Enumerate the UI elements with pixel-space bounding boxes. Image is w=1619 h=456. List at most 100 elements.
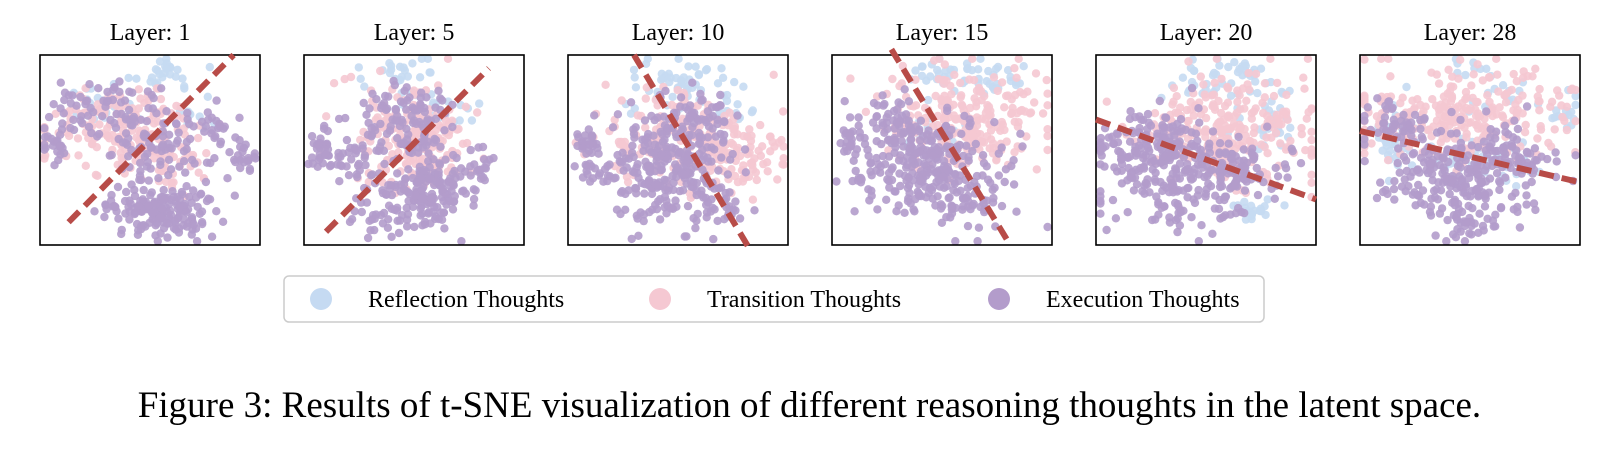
execution-point <box>1171 198 1180 208</box>
transition-point <box>1214 96 1223 106</box>
legend-label-execution: Execution Thoughts <box>1046 287 1240 313</box>
transition-point <box>745 125 754 134</box>
execution-point <box>419 136 428 145</box>
execution-point <box>853 176 863 185</box>
execution-point <box>1460 237 1470 245</box>
execution-point <box>231 133 240 142</box>
execution-point <box>1112 129 1122 138</box>
execution-point <box>1211 191 1220 200</box>
transition-point <box>1231 122 1240 131</box>
execution-point <box>1426 159 1435 168</box>
execution-point <box>1173 141 1182 151</box>
reflection-point <box>124 73 133 83</box>
execution-point <box>942 182 951 191</box>
execution-point <box>927 186 937 195</box>
execution-point <box>212 96 221 105</box>
execution-point <box>867 191 876 200</box>
transition-point <box>136 94 145 103</box>
execution-point <box>720 130 729 140</box>
execution-point <box>147 208 157 217</box>
execution-point <box>603 176 612 186</box>
execution-point <box>1126 107 1135 116</box>
execution-point <box>725 188 734 197</box>
transition-point <box>754 146 763 155</box>
execution-point <box>1496 204 1506 213</box>
execution-point <box>1096 147 1105 156</box>
reflection-point <box>1461 70 1470 80</box>
execution-point <box>405 189 414 198</box>
transition-point <box>1217 126 1227 135</box>
execution-point <box>435 159 444 168</box>
execution-point <box>683 151 692 161</box>
execution-point <box>955 140 965 150</box>
execution-point <box>110 83 119 92</box>
execution-point <box>77 112 86 121</box>
reflection-point <box>629 65 639 75</box>
transition-point <box>969 75 979 85</box>
execution-point <box>146 190 155 200</box>
transition-point <box>766 147 775 156</box>
transition-point <box>1462 133 1471 142</box>
execution-point <box>899 129 908 138</box>
execution-point <box>1457 176 1467 185</box>
transition-point <box>949 111 959 120</box>
execution-point <box>1482 107 1491 116</box>
reflection-point <box>1260 202 1269 211</box>
execution-point <box>372 146 381 155</box>
transition-point <box>1169 83 1179 93</box>
execution-point <box>628 167 637 176</box>
transition-point <box>1445 87 1455 96</box>
transition-point <box>618 140 627 149</box>
transition-point <box>1423 126 1433 135</box>
execution-point <box>157 84 166 93</box>
transition-point <box>1467 81 1476 90</box>
transition-point <box>1297 130 1307 139</box>
execution-point <box>1186 142 1195 151</box>
decision-boundary-line <box>66 52 236 225</box>
transition-point <box>1260 93 1270 102</box>
reflection-point <box>1385 146 1395 155</box>
reflection-point <box>1003 66 1013 75</box>
execution-point <box>438 96 447 105</box>
execution-point <box>588 174 598 183</box>
execution-point <box>1446 182 1455 191</box>
execution-point <box>153 237 162 245</box>
execution-point <box>936 204 946 213</box>
execution-point <box>1551 148 1560 157</box>
execution-point <box>1158 123 1168 133</box>
execution-point <box>669 185 678 195</box>
transition-point <box>1262 170 1272 179</box>
execution-point <box>682 232 691 241</box>
execution-point <box>124 152 133 161</box>
execution-point <box>1434 178 1443 187</box>
transition-point <box>1247 114 1257 123</box>
execution-point <box>703 153 712 162</box>
transition-point <box>346 72 356 82</box>
execution-point <box>321 150 330 159</box>
execution-point <box>111 202 120 212</box>
execution-point <box>436 208 445 217</box>
transition-point <box>888 74 897 84</box>
transition-point <box>1169 97 1178 106</box>
transition-point <box>1480 121 1489 131</box>
execution-point <box>1450 195 1460 205</box>
execution-point <box>1018 142 1027 151</box>
transition-point <box>747 131 756 140</box>
execution-point <box>1510 116 1519 125</box>
transition-point <box>1447 93 1457 103</box>
execution-point <box>1429 186 1439 195</box>
execution-point <box>613 110 623 119</box>
transition-point <box>1535 84 1544 94</box>
execution-point <box>419 165 429 175</box>
transition-point <box>1523 71 1532 81</box>
tsne-panel-1: Layer: 1 <box>39 20 261 246</box>
reflection-point <box>967 66 977 75</box>
execution-point <box>1000 177 1009 187</box>
decision-boundary-line <box>1094 116 1318 203</box>
execution-point <box>719 138 728 147</box>
execution-point <box>1508 142 1517 151</box>
transition-point <box>1307 135 1316 145</box>
execution-point <box>900 208 909 217</box>
legend: Reflection Thoughts Transition Thoughts … <box>283 275 1265 323</box>
transition-point <box>733 143 743 153</box>
